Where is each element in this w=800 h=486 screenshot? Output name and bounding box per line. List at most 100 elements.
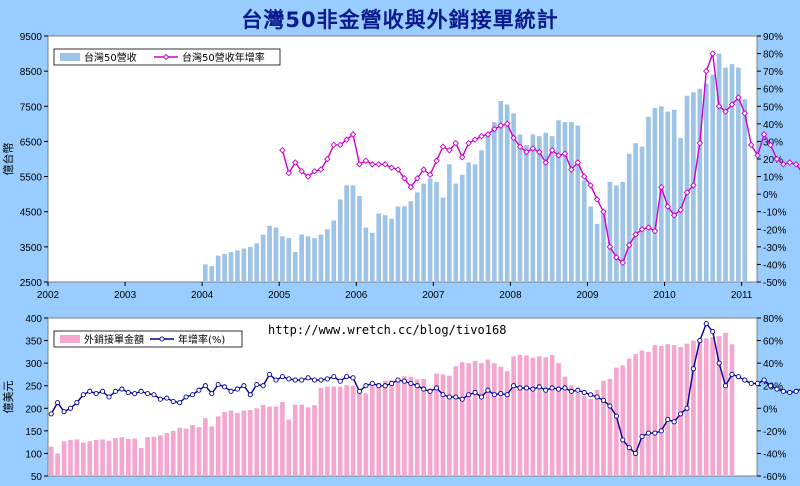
chart1-y-tick-label: 2500	[20, 278, 43, 289]
chart1-bar	[273, 227, 279, 282]
chart1-bar	[536, 136, 542, 282]
chart1-bar	[607, 181, 613, 282]
chart2-bar	[376, 383, 382, 476]
chart1-x-tick-label: 2010	[653, 290, 676, 301]
chart1-bar-series	[203, 53, 748, 283]
chart2-bar	[434, 373, 439, 476]
chart2-bar	[479, 363, 484, 476]
chart1-bar	[530, 134, 536, 282]
chart1-line-point	[356, 161, 363, 168]
chart1-line-point	[529, 145, 537, 152]
chart2-y2-tick-label: -60%	[763, 472, 786, 483]
watermark-text: http://www.wretch.cc/blog/tivo168	[268, 323, 506, 337]
chart2-bar	[703, 338, 709, 476]
chart1-bar	[331, 220, 337, 282]
chart2-line-point	[716, 360, 722, 366]
chart2-bar	[222, 411, 227, 476]
chart2-line-point	[350, 375, 356, 381]
chart1-line-point	[362, 157, 370, 164]
chart2-bar	[125, 438, 131, 476]
chart2-line-point	[292, 377, 298, 383]
chart2-bar-series	[48, 332, 735, 476]
chart1-legend-label: 台灣50營收	[84, 51, 137, 64]
chart2-bar	[382, 380, 388, 476]
chart1-y2-tick-label: -20%	[763, 225, 786, 236]
chart1-line-point	[458, 154, 466, 161]
chart1-y-axis-title: 億台幣	[1, 143, 15, 176]
chart2-legend-label: 年增率(%)	[178, 333, 225, 346]
chart1-line-point	[664, 203, 671, 210]
chart1-bar	[382, 215, 388, 282]
chart2-bar	[158, 435, 163, 476]
chart2-bar	[331, 386, 337, 476]
chart2-bar	[447, 375, 452, 476]
chart2-line-point	[697, 338, 703, 344]
chart2-line-point	[575, 387, 581, 393]
chart2-bar	[280, 401, 285, 476]
chart2-bar	[305, 407, 311, 476]
chart2-line-point	[690, 366, 696, 372]
chart1-line-point	[741, 110, 749, 117]
chart1-bar	[658, 106, 664, 283]
chart2-line-point	[170, 398, 176, 405]
chart1-bar	[549, 136, 555, 282]
chart2-line-point	[658, 428, 664, 434]
chart2-line-point	[453, 394, 459, 400]
chart2-line-point	[376, 383, 382, 389]
chart1-line-point	[581, 173, 588, 180]
chart2-bar	[55, 453, 60, 476]
chart2-line-point	[55, 400, 61, 406]
chart2-line-point	[305, 375, 311, 381]
chart2-line-point	[273, 377, 279, 383]
chart2-bar	[671, 345, 677, 476]
chart2-line-point	[125, 389, 131, 396]
chart1-bar	[427, 178, 433, 282]
chart1-x-tick-label: 2009	[576, 290, 599, 301]
chart2-bar	[569, 385, 574, 476]
chart1-bar	[742, 99, 748, 282]
chart2-line-point	[119, 386, 125, 392]
chart2-line-point	[459, 396, 465, 402]
chart2-line-point	[742, 377, 748, 383]
chart2-bar	[106, 440, 112, 476]
chart2-bar	[723, 332, 728, 476]
chart2-bar	[408, 376, 414, 476]
chart2-line-point	[440, 392, 446, 398]
chart1-line-point	[715, 103, 723, 110]
chart1-bar	[421, 183, 427, 282]
chart1-legend-marker	[162, 53, 170, 61]
chart2-bar	[389, 380, 394, 476]
chart1-bar	[203, 264, 208, 282]
chart2-line-point	[774, 386, 780, 392]
chart2-bar	[530, 357, 536, 476]
chart2-line-point	[144, 391, 151, 397]
chart2-bar	[254, 408, 260, 476]
chart2-line-point	[793, 388, 799, 394]
chart2-line-point	[279, 374, 285, 380]
chart2-bar	[498, 366, 504, 476]
chart1-line-point	[632, 231, 639, 238]
chart1-line-point	[548, 146, 556, 154]
chart2-bar	[357, 392, 362, 476]
chart1-line-point	[728, 101, 736, 108]
chart2-bar	[729, 344, 735, 476]
chart1-bar	[305, 236, 311, 282]
chart1-line-point	[568, 166, 575, 173]
chart1-bar	[395, 206, 401, 282]
chart1-bar	[292, 252, 298, 282]
chart2-bar	[614, 367, 619, 476]
chart1-line-point	[381, 161, 389, 168]
chart2-y-tick-label: 50	[31, 472, 43, 483]
chart1-line-point	[503, 120, 511, 128]
chart1-line-point	[651, 227, 659, 235]
chart1-line-point	[792, 161, 800, 168]
chart1-line-point	[349, 131, 357, 138]
chart2-bar	[119, 437, 125, 476]
chart2-line-point	[286, 376, 292, 382]
chart1-bar	[684, 95, 690, 282]
chart2-line-point	[543, 387, 549, 393]
chart2-y-axis-title: 億美元	[2, 381, 15, 414]
chart1-bar	[312, 238, 317, 282]
chart2-line-point	[132, 391, 138, 397]
